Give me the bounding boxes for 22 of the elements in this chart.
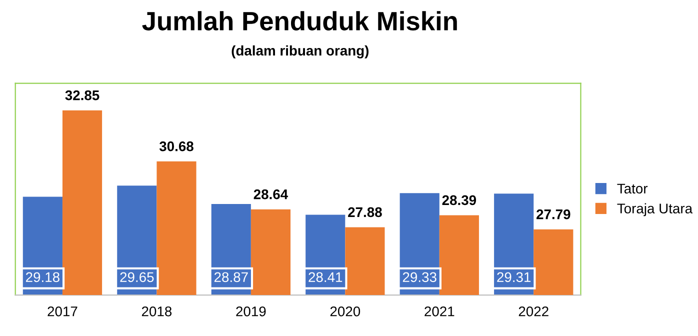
x-tick-label: 2021 [424,306,454,316]
x-tick-label: 2017 [48,306,78,316]
data-label: 28.41 [308,272,342,282]
chart-title: Jumlah Penduduk Miskin [142,11,457,30]
data-label: 27.88 [348,207,382,218]
data-label: 28.39 [442,195,476,206]
data-label: 30.68 [159,141,194,152]
data-label: 28.87 [214,272,248,282]
data-label: 27.79 [536,209,570,220]
legend-label: Tator [617,184,648,194]
data-label: 29.31 [497,272,531,282]
x-tick-label: 2022 [518,306,548,316]
data-label: 29.33 [402,272,436,282]
x-tick-label: 2020 [330,306,360,316]
chart-subtitle: (dalam ribuan orang) [232,45,369,58]
x-tick-label: 2018 [142,306,172,316]
x-tick-label: 2019 [236,306,266,316]
legend-label: Toraja Utara [617,203,693,216]
data-label: 29.65 [120,272,154,282]
data-label: 29.18 [26,272,60,282]
data-label: 32.85 [65,90,100,100]
data-label: 28.64 [254,189,288,200]
